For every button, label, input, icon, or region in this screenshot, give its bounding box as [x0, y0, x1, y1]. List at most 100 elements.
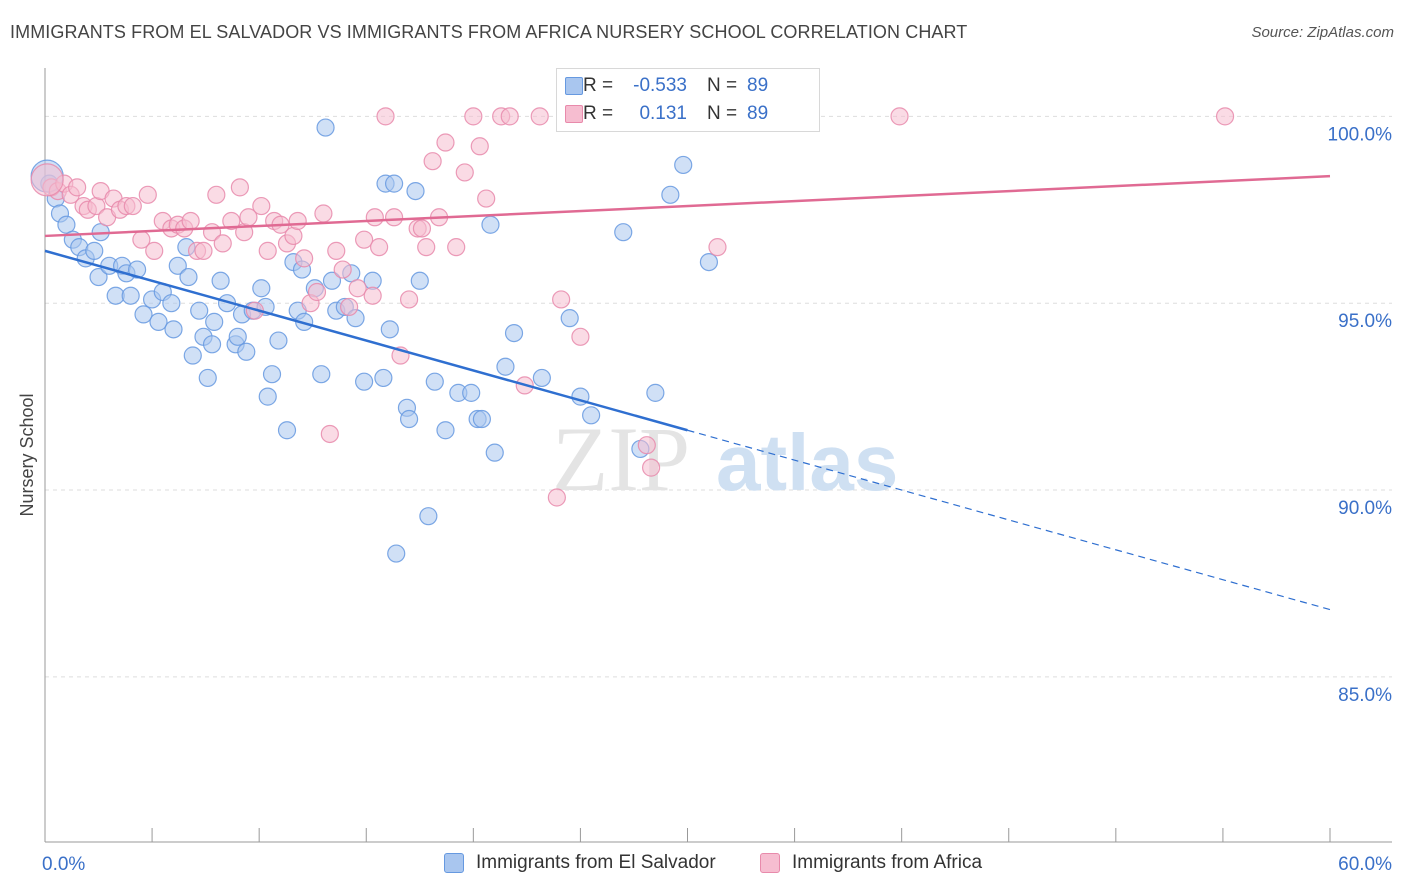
y-tick-label: 85.0% — [1338, 685, 1392, 706]
point-africa — [68, 178, 87, 197]
point-el-salvador — [472, 409, 491, 429]
series-africa-points — [30, 107, 1235, 507]
legend-row-el-salvador: R = -0.533 N = 89 — [565, 73, 769, 99]
point-el-salvador — [202, 335, 222, 354]
point-africa — [30, 163, 64, 197]
point-el-salvador — [436, 421, 455, 440]
trend-lines — [44, 174, 1331, 611]
point-africa — [145, 241, 164, 260]
point-el-salvador — [322, 271, 342, 290]
point-africa — [252, 196, 271, 216]
y-tick-label: 95.0% — [1338, 311, 1392, 332]
legend-swatch-blue — [565, 77, 583, 95]
chart-source: Source: ZipAtlas.com — [1251, 24, 1394, 41]
point-el-salvador — [258, 387, 277, 406]
point-el-salvador — [127, 260, 147, 279]
point-el-salvador — [179, 267, 198, 287]
x-tick-label-0: 0.0% — [42, 854, 85, 875]
point-africa — [477, 189, 496, 208]
point-africa — [181, 211, 200, 231]
point-el-salvador — [162, 294, 181, 313]
point-el-salvador — [211, 271, 230, 290]
legend-label-el-salvador: Immigrants from El Salvador — [476, 852, 716, 873]
point-el-salvador — [399, 409, 419, 429]
point-el-salvador — [134, 305, 153, 324]
point-el-salvador — [205, 312, 224, 331]
point-el-salvador — [410, 271, 429, 290]
legend-swatch-africa — [760, 853, 780, 873]
legend-item-africa: Immigrants from Africa — [760, 852, 982, 874]
point-africa — [365, 208, 384, 227]
point-el-salvador — [419, 507, 438, 526]
trend-line-africa — [44, 174, 1331, 238]
point-africa — [571, 327, 590, 346]
point-africa — [399, 290, 419, 309]
point-africa — [207, 185, 226, 204]
point-el-salvador — [374, 368, 393, 388]
point-africa — [340, 297, 359, 317]
series-legend: Immigrants from El Salvador Immigrants f… — [0, 852, 1406, 878]
legend-r-value: 0.131 — [639, 103, 687, 124]
point-el-salvador — [89, 267, 108, 287]
point-el-salvador — [149, 312, 168, 331]
point-africa — [307, 282, 327, 302]
point-el-salvador — [560, 309, 579, 328]
point-el-salvador — [582, 406, 601, 425]
point-africa — [295, 249, 314, 268]
trend-line-el-salvador-extension — [687, 429, 1331, 611]
point-el-salvador — [485, 443, 504, 462]
point-africa — [423, 152, 442, 171]
point-africa — [258, 241, 277, 260]
point-el-salvador — [277, 421, 297, 440]
x-tick-label-60: 60.0% — [1338, 854, 1392, 875]
point-africa — [552, 290, 571, 309]
watermark-atlas: atlas — [716, 418, 898, 507]
correlation-legend: R = -0.533 N = 89 R = 0.131 N = 89 — [556, 68, 820, 132]
point-africa — [464, 107, 483, 126]
point-africa — [547, 488, 566, 507]
point-africa — [333, 260, 352, 279]
legend-swatch-pink — [565, 105, 583, 123]
legend-swatch-el-salvador — [444, 853, 464, 873]
point-africa — [890, 107, 909, 126]
point-africa — [455, 163, 474, 182]
point-africa — [384, 208, 404, 227]
point-africa — [708, 238, 727, 257]
point-el-salvador — [614, 223, 633, 242]
point-el-salvador — [316, 118, 335, 137]
point-africa — [320, 424, 339, 444]
point-el-salvador — [674, 155, 693, 175]
point-el-salvador — [380, 320, 399, 339]
watermark-zip: ZIP — [552, 408, 690, 510]
point-el-salvador — [646, 383, 665, 402]
legend-r-value: -0.533 — [633, 75, 687, 96]
point-el-salvador — [661, 185, 680, 204]
point-africa — [1215, 107, 1235, 126]
point-africa — [641, 458, 661, 477]
point-africa — [284, 226, 303, 246]
legend-n-label: N = — [707, 75, 738, 96]
x-ticks — [44, 828, 1331, 842]
point-el-salvador — [237, 342, 256, 361]
point-el-salvador — [462, 383, 481, 402]
point-el-salvador — [312, 365, 331, 384]
legend-label-africa: Immigrants from Africa — [792, 852, 983, 873]
point-africa — [194, 241, 213, 260]
point-el-salvador — [504, 323, 524, 343]
point-africa — [138, 185, 157, 204]
point-el-salvador — [387, 544, 406, 563]
point-africa — [213, 234, 232, 253]
legend-n-value: 89 — [747, 75, 769, 96]
legend-r-label: R = — [583, 75, 614, 96]
y-tick-labels: 85.0% 90.0% 95.0% 100.0% — [1328, 124, 1393, 705]
point-africa — [363, 286, 382, 305]
point-africa — [376, 107, 395, 126]
point-el-salvador — [228, 327, 247, 346]
point-el-salvador — [121, 286, 140, 305]
trend-line-el-salvador — [44, 249, 688, 432]
point-el-salvador — [406, 181, 425, 201]
point-el-salvador — [481, 215, 500, 234]
point-africa — [123, 196, 142, 216]
point-el-salvador — [183, 346, 202, 365]
legend-r-label: R = — [583, 103, 614, 124]
